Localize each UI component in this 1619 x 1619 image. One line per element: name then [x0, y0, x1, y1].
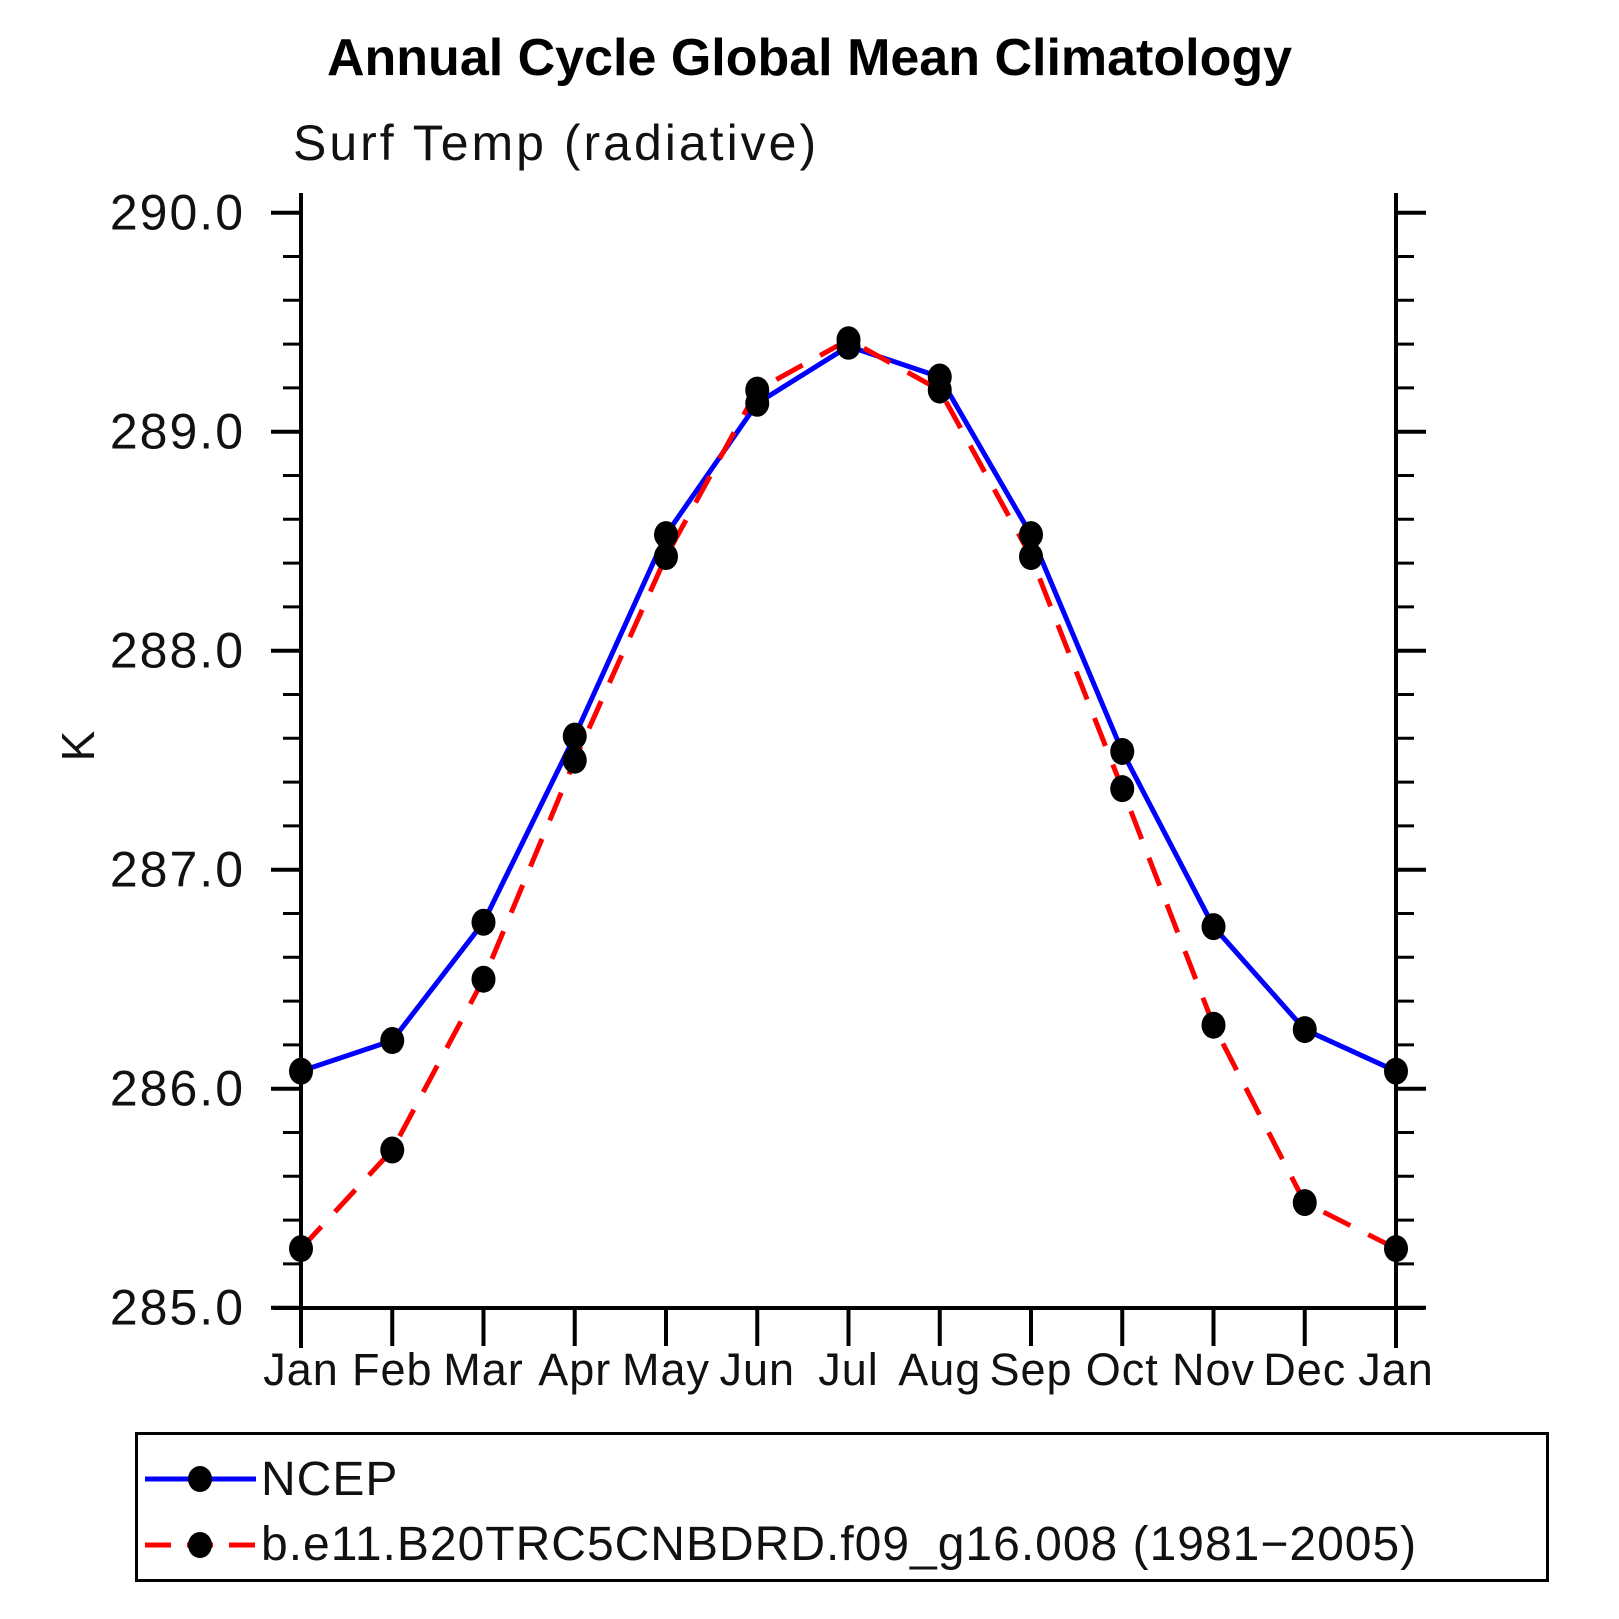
- x-tick-label: Jan: [1358, 1344, 1434, 1395]
- x-tick-label: Oct: [1086, 1344, 1159, 1395]
- data-point: [562, 722, 587, 750]
- data-point: [1110, 775, 1135, 803]
- data-point: [380, 1136, 405, 1164]
- legend-swatch-solid-line-icon: [145, 1466, 256, 1493]
- x-tick-label: Jun: [719, 1344, 795, 1395]
- x-tick-label: Jul: [818, 1344, 879, 1395]
- data-point: [1110, 737, 1135, 765]
- x-tick-label: Jan: [263, 1344, 339, 1395]
- x-tick-label: Nov: [1172, 1344, 1255, 1395]
- legend-label-ncep: NCEP: [261, 1452, 399, 1506]
- data-point: [745, 376, 770, 404]
- data-point: [1201, 913, 1226, 941]
- y-tick-label: 289.0: [110, 404, 245, 460]
- legend: NCEP b.e11.B20TRC5CNBDRD.f09_g16.008 (19…: [135, 1432, 1549, 1582]
- x-tick-label: May: [622, 1344, 710, 1395]
- x-tick-label: Feb: [352, 1344, 433, 1395]
- data-point: [927, 376, 952, 404]
- x-tick-label: Aug: [898, 1344, 981, 1395]
- data-point: [562, 746, 587, 774]
- data-point: [1019, 521, 1043, 549]
- y-tick-label: 287.0: [110, 842, 245, 898]
- legend-swatch-dashed-line-icon: [145, 1531, 256, 1558]
- data-point: [289, 1057, 313, 1085]
- y-tick-label: 285.0: [110, 1280, 245, 1336]
- y-tick-label: 290.0: [110, 185, 245, 241]
- legend-row-model: b.e11.B20TRC5CNBDRD.f09_g16.008 (1981−20…: [143, 1514, 1546, 1576]
- data-point: [289, 1235, 313, 1263]
- data-point: [1292, 1016, 1317, 1044]
- x-tick-label: Apr: [538, 1344, 611, 1395]
- series-line-0: [300, 343, 1398, 1074]
- data-point: [471, 965, 496, 993]
- x-tick-label: Sep: [989, 1344, 1072, 1395]
- data-point: [1384, 1235, 1408, 1263]
- legend-row-ncep: NCEP: [143, 1448, 1546, 1510]
- series-line-1: [299, 336, 1398, 1251]
- y-tick-label: 286.0: [110, 1061, 245, 1117]
- data-point: [1201, 1011, 1226, 1039]
- page-title: Annual Cycle Global Mean Climatology: [326, 29, 1293, 87]
- data-point: [1292, 1189, 1317, 1217]
- data-point: [836, 326, 861, 354]
- data-point: [1384, 1057, 1408, 1085]
- data-point: [1019, 543, 1043, 571]
- data-point: [654, 543, 678, 571]
- data-point: [654, 521, 678, 549]
- legend-label-model: b.e11.B20TRC5CNBDRD.f09_g16.008 (1981−20…: [261, 1518, 1418, 1572]
- y-tick-label: 288.0: [110, 623, 245, 679]
- chart-subtitle: Surf Temp (radiative): [293, 115, 820, 171]
- x-tick-label: Dec: [1263, 1344, 1346, 1395]
- data-point: [471, 908, 496, 936]
- x-tick-label: Mar: [443, 1344, 524, 1395]
- data-point: [380, 1027, 405, 1055]
